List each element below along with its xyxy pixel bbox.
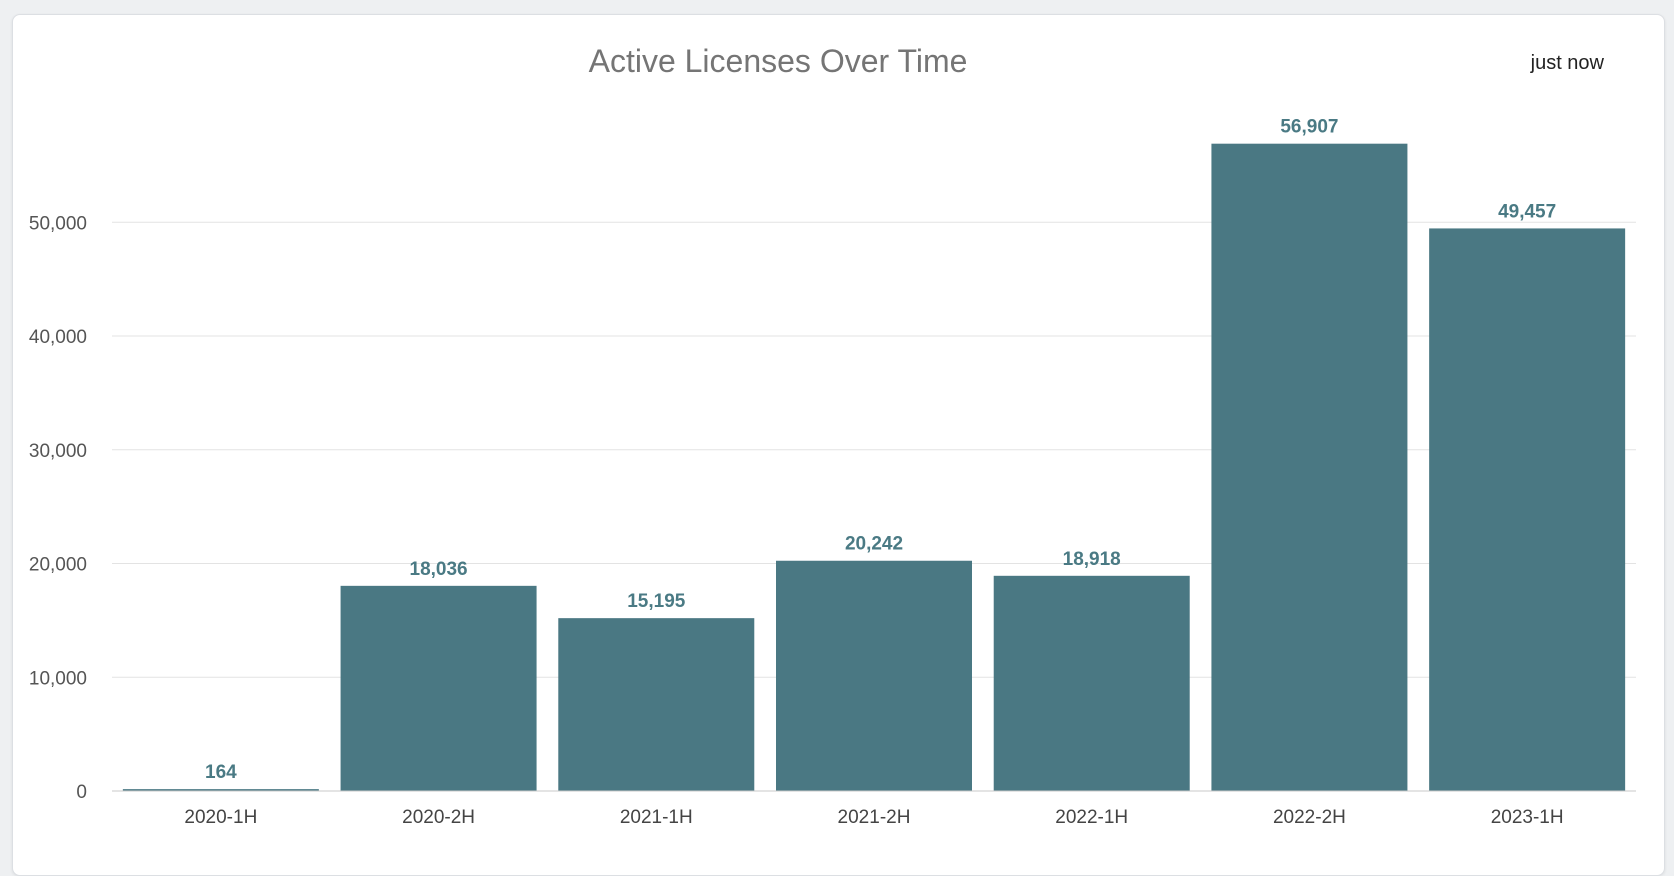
bar[interactable]: [993, 575, 1190, 791]
value-labels: 164 18,036 15,195 20,242 18,918 56,907 49,457: [205, 117, 1556, 783]
chart-title: Active Licenses Over Time: [588, 43, 968, 79]
y-tick-label: 10,000: [29, 668, 87, 689]
bar-value-label: 164: [205, 762, 237, 783]
y-tick-label: 20,000: [29, 555, 87, 576]
x-tick-label: 2021-2H: [838, 807, 911, 828]
x-tick-label: 2022-2H: [1273, 807, 1346, 828]
x-tick-label: 2021-1H: [620, 807, 693, 828]
x-axis-ticks: 2020-1H 2020-2H 2021-1H 2021-2H 2022-1H 2022-…: [184, 807, 1563, 828]
bar[interactable]: [1429, 228, 1626, 791]
bar[interactable]: [122, 789, 319, 791]
x-tick-label: 2022-1H: [1055, 807, 1128, 828]
bars: [122, 143, 1626, 792]
bar[interactable]: [558, 618, 755, 791]
bar-value-label: 18,036: [410, 559, 468, 580]
y-tick-label: 0: [76, 782, 87, 803]
bar-value-label: 20,242: [845, 534, 903, 555]
x-tick-label: 2020-1H: [184, 807, 257, 828]
y-tick-label: 50,000: [29, 213, 87, 234]
bar[interactable]: [340, 585, 537, 791]
bar-value-label: 49,457: [1498, 201, 1556, 222]
bar[interactable]: [776, 560, 972, 791]
bar[interactable]: [1211, 143, 1408, 792]
y-tick-label: 40,000: [29, 327, 87, 348]
bar-value-label: 56,907: [1280, 117, 1338, 138]
refresh-timestamp: just now: [1530, 52, 1604, 74]
y-tick-label: 30,000: [29, 441, 87, 462]
x-tick-label: 2020-2H: [402, 807, 475, 828]
bar-value-label: 18,918: [1063, 549, 1121, 570]
x-tick-label: 2023-1H: [1491, 807, 1564, 828]
bar-value-label: 15,195: [627, 591, 686, 612]
y-axis-ticks: 0 10,000 20,000 30,000 40,000 50,000: [29, 213, 87, 803]
